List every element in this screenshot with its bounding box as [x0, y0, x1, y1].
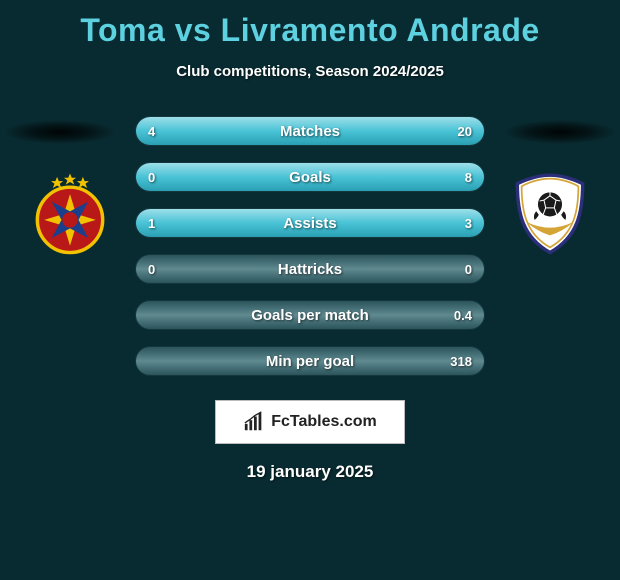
stat-label: Matches	[136, 117, 484, 145]
comparison-stage: 420Matches 08Goals 13Assists 00Hattricks 0.4…	[0, 100, 620, 390]
date: 19 january 2025	[0, 462, 620, 482]
player-shadow-left	[5, 120, 115, 144]
stat-row: 08Goals	[135, 162, 485, 192]
stat-label: Min per goal	[136, 347, 484, 375]
watermark: FcTables.com	[215, 400, 405, 444]
stat-label: Goals per match	[136, 301, 484, 329]
stat-row: 420Matches	[135, 116, 485, 146]
stat-label: Hattricks	[136, 255, 484, 283]
club-badge-left	[25, 170, 115, 256]
player-shadow-right	[505, 120, 615, 144]
qarabag-crest-icon	[505, 170, 595, 256]
stat-row: 00Hattricks	[135, 254, 485, 284]
fcsb-crest-icon	[25, 170, 115, 256]
stat-label: Goals	[136, 163, 484, 191]
stat-row: 0.4Goals per match	[135, 300, 485, 330]
watermark-text: FcTables.com	[271, 413, 377, 431]
club-badge-right	[505, 170, 595, 256]
stat-row: 318Min per goal	[135, 346, 485, 376]
subtitle: Club competitions, Season 2024/2025	[0, 63, 620, 80]
bar-chart-icon	[243, 411, 265, 433]
stat-label: Assists	[136, 209, 484, 237]
page-title: Toma vs Livramento Andrade	[0, 0, 620, 49]
stat-bars: 420Matches 08Goals 13Assists 00Hattricks 0.4…	[135, 116, 485, 392]
stat-row: 13Assists	[135, 208, 485, 238]
